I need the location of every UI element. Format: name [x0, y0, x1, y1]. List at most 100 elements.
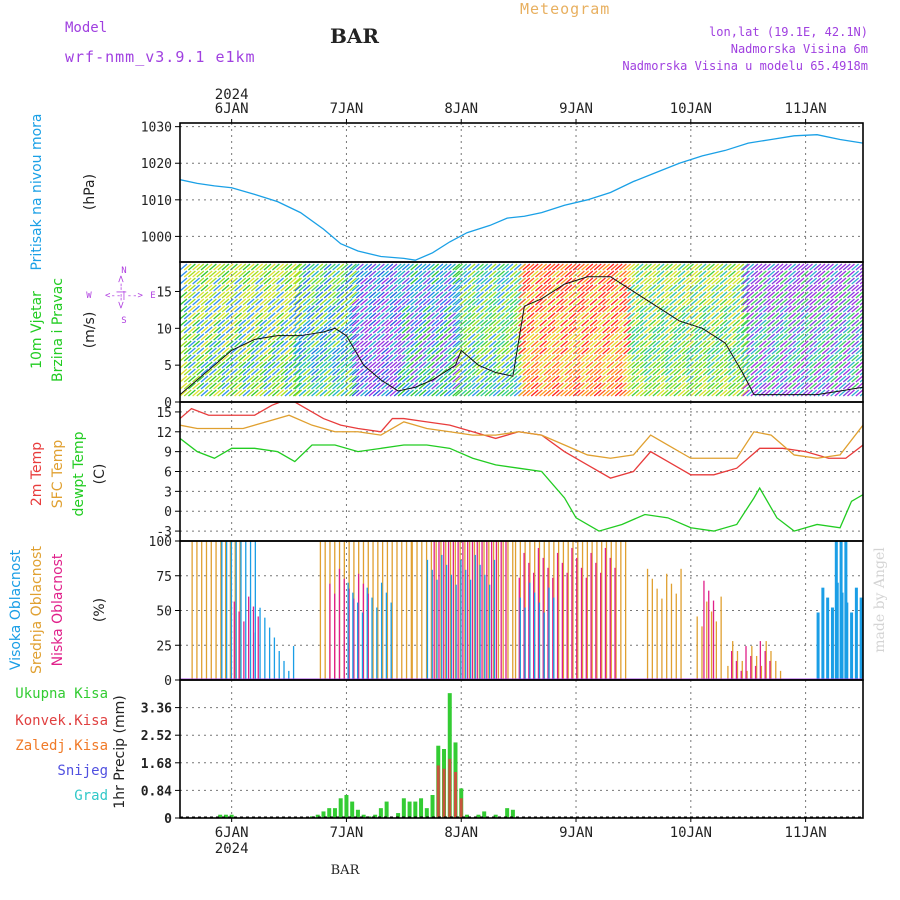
wind-barb — [372, 291, 381, 299]
wind-barb — [204, 312, 213, 320]
wind-barb — [809, 340, 818, 348]
wind-barb — [200, 326, 209, 334]
wind-barb — [623, 291, 632, 299]
wind-barb — [410, 354, 419, 362]
wind-barb — [598, 312, 606, 320]
wind-barb — [754, 277, 763, 285]
wind-barb — [614, 361, 623, 369]
wind-barb — [602, 382, 611, 390]
wind-barb — [311, 361, 320, 369]
wind-barb — [221, 382, 230, 390]
wind-barb — [393, 291, 402, 299]
wind-barb — [855, 270, 863, 278]
wind-barb — [610, 284, 619, 292]
cloud-bar — [746, 670, 748, 680]
wind-barb — [518, 333, 527, 341]
cloud-bar — [224, 541, 227, 680]
wind-barb — [602, 375, 611, 383]
wind-barb — [644, 298, 652, 306]
wind-barb — [750, 326, 759, 334]
wind-barb — [598, 389, 606, 397]
wind-barb — [255, 368, 264, 376]
wind-barb — [577, 319, 585, 327]
wind-barb — [758, 333, 767, 341]
wind-barb — [847, 382, 855, 390]
cloud-bar — [495, 541, 498, 680]
wind-barb — [340, 389, 349, 397]
tick-label-precip: 1.68 — [141, 757, 172, 772]
wind-barb — [501, 291, 510, 299]
wind-barb — [513, 305, 522, 313]
wind-barb — [842, 354, 851, 362]
wind-barb — [779, 333, 788, 341]
wind-barb — [348, 382, 357, 390]
wind-barb — [327, 340, 336, 348]
wind-barb — [439, 319, 448, 327]
wind-barb — [539, 361, 548, 369]
wind-barb — [681, 270, 690, 278]
wind-barb — [792, 319, 801, 327]
cloud-bar — [334, 593, 336, 680]
wind-barb — [422, 375, 431, 383]
wind-barb — [698, 312, 707, 320]
wind-barb — [204, 291, 213, 299]
wind-barb — [336, 277, 345, 285]
wind-barb — [792, 263, 801, 271]
wind-barb — [492, 361, 501, 369]
wind-barb — [513, 284, 522, 292]
wind-barb — [431, 305, 440, 313]
cloud-bar — [474, 554, 476, 680]
wind-barb — [690, 375, 699, 383]
wind-barb — [715, 326, 724, 334]
wind-barb — [192, 263, 201, 271]
wind-barb — [476, 284, 484, 292]
wind-barb — [817, 375, 826, 383]
cloud-bar — [447, 541, 450, 680]
pressure-label: Pritisak na nivou mora — [29, 113, 45, 270]
wind-barb — [589, 347, 598, 355]
wind-barb — [623, 270, 632, 278]
wind-barb — [501, 375, 510, 383]
wind-barb — [187, 389, 196, 397]
wind-barb — [311, 375, 320, 383]
wind-barb — [246, 284, 255, 292]
wind-barb — [821, 284, 830, 292]
wind-barb — [779, 319, 788, 327]
wind-barb — [368, 305, 377, 313]
cloud-bar — [854, 587, 858, 680]
wind-barb — [393, 354, 402, 362]
wind-barb — [213, 340, 222, 348]
cloud-bar — [586, 541, 588, 680]
wind-barb — [568, 368, 577, 376]
wind-barb — [539, 375, 548, 383]
wind-barb — [294, 347, 303, 355]
wind-barb — [271, 298, 280, 306]
wind-barb — [327, 284, 336, 292]
cloud-bar — [727, 665, 729, 680]
wind-barb — [389, 277, 398, 285]
wind-barb — [796, 382, 805, 390]
tick-label-wind: 10 — [156, 322, 172, 337]
wind-barb — [292, 389, 301, 397]
wind-barb — [276, 319, 285, 327]
cloud-bar — [248, 596, 250, 680]
wind-barb — [758, 263, 767, 271]
wind-barb — [644, 361, 652, 369]
wind-barb — [719, 270, 728, 278]
wind-barb — [200, 305, 209, 313]
wind-barb — [187, 382, 196, 390]
wind-barb — [754, 312, 763, 320]
wind-barb — [351, 270, 360, 278]
wind-barb — [406, 389, 414, 397]
wind-barb — [435, 305, 444, 313]
wind-barb — [585, 277, 594, 285]
cloud-bar — [646, 568, 649, 680]
wind-barb — [792, 298, 801, 306]
wind-barb — [707, 354, 715, 362]
wind-barb — [736, 389, 745, 397]
wind-barb — [364, 291, 373, 299]
wind-barb — [427, 389, 435, 397]
wind-barb — [246, 319, 255, 327]
wind-barb — [200, 389, 209, 397]
wind-barb — [606, 284, 615, 292]
